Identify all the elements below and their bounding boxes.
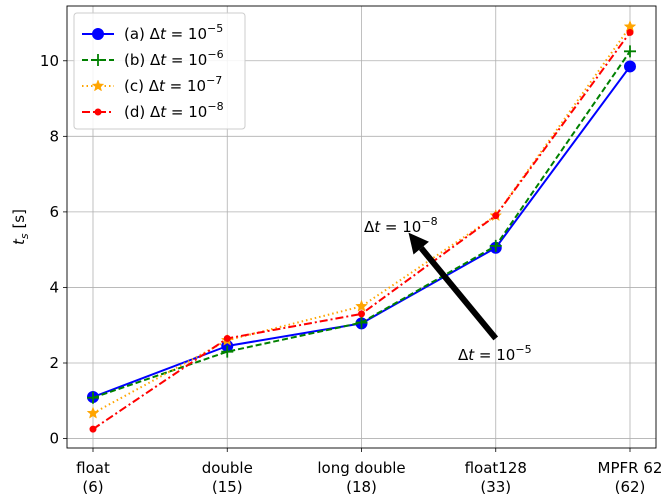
- series-lines: [86, 20, 637, 433]
- legend-label: (c) Δt = 10−7: [124, 74, 222, 95]
- legend-marker: [92, 54, 104, 66]
- arrow-shaft: [418, 246, 499, 341]
- data-point: [489, 239, 502, 252]
- legend-entry: (d) Δt = 10−8: [82, 100, 224, 121]
- legend-entry: (a) Δt = 10−5: [82, 22, 223, 43]
- y-tick-label: 6: [49, 203, 59, 221]
- legend-box: [73, 12, 246, 130]
- y-tick-label: 10: [40, 52, 59, 70]
- y-tick-label: 0: [49, 430, 59, 448]
- data-point: [626, 28, 634, 36]
- legend-entry: (b) Δt = 10−6: [82, 48, 224, 69]
- annotation-arrow: [408, 232, 499, 341]
- data-point: [355, 316, 368, 329]
- x-tick-label-sub: (18): [346, 478, 377, 496]
- x-tick-label: long double: [317, 459, 405, 477]
- x-tick-label-sub: (15): [212, 478, 243, 496]
- arrow-head: [408, 232, 429, 255]
- legend: (a) Δt = 10−5 (b) Δt = 10−6 (c) Δt = 10−7 (…: [73, 12, 246, 130]
- y-tick-label: 8: [49, 127, 59, 145]
- data-point: [492, 212, 500, 220]
- annotation-label: Δt = 10−5: [458, 343, 532, 364]
- x-tick-label: MPFR 62: [598, 459, 663, 477]
- data-point: [223, 334, 231, 342]
- y-axis-label: ts [s]: [10, 209, 31, 245]
- series-b: [87, 45, 636, 404]
- y-tick-label: 2: [49, 354, 59, 372]
- data-point: [355, 299, 368, 312]
- legend-entry: (c) Δt = 10−7: [82, 74, 222, 95]
- data-point: [358, 310, 365, 318]
- data-point: [89, 425, 97, 433]
- axes: float(6) double(15) long double(18) float12…: [10, 52, 662, 496]
- data-point: [221, 345, 234, 358]
- y-tick-label: 4: [49, 278, 59, 296]
- x-tick-label: double: [202, 459, 253, 477]
- data-point: [86, 406, 100, 419]
- x-tick-label: float128: [465, 459, 527, 477]
- annotation-label: Δt = 10−8: [364, 215, 438, 236]
- x-tick-label: float: [76, 459, 110, 477]
- data-point: [624, 45, 636, 58]
- legend-marker: [91, 79, 105, 92]
- legend-label: (a) Δt = 10−5: [124, 22, 223, 43]
- legend-marker: [94, 108, 102, 116]
- series-line: [92, 31, 631, 430]
- legend-marker: [92, 28, 104, 40]
- x-tick-label-sub: (33): [480, 478, 511, 496]
- annotations: Δt = 10−8 Δt = 10−5: [364, 215, 532, 364]
- x-tick-label-sub: (62): [615, 478, 646, 496]
- legend-label: (d) Δt = 10−8: [124, 100, 224, 121]
- legend-label: (b) Δt = 10−6: [124, 48, 224, 69]
- data-point: [624, 60, 636, 73]
- series-d: [89, 28, 634, 433]
- data-point: [87, 391, 99, 404]
- x-tick-label-sub: (6): [82, 478, 103, 496]
